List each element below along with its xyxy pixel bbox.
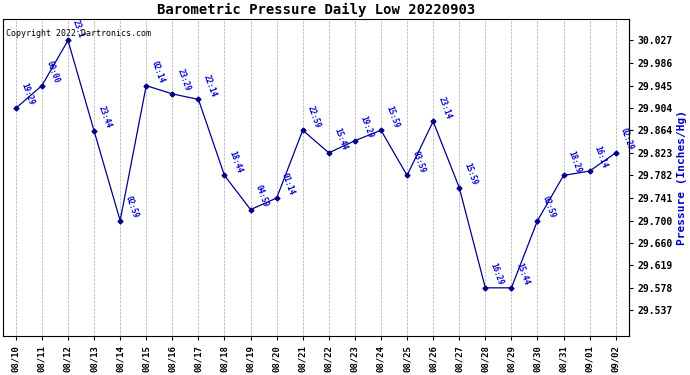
Text: 23:29: 23:29 (175, 68, 192, 93)
Text: Copyright 2022 Dartronics.com: Copyright 2022 Dartronics.com (6, 29, 151, 38)
Text: 18:44: 18:44 (228, 149, 244, 174)
Text: 16:29: 16:29 (489, 262, 505, 286)
Text: 22:59: 22:59 (306, 104, 322, 129)
Text: 22:14: 22:14 (201, 73, 218, 98)
Text: 00:00: 00:00 (45, 60, 61, 84)
Text: 23:1: 23:1 (71, 19, 86, 39)
Text: 02:59: 02:59 (124, 195, 139, 219)
Y-axis label: Pressure (Inches/Hg): Pressure (Inches/Hg) (677, 110, 687, 245)
Text: 15:59: 15:59 (384, 104, 400, 129)
Text: 02:14: 02:14 (149, 60, 166, 84)
Text: 01:14: 01:14 (279, 172, 296, 197)
Text: 02:59: 02:59 (541, 195, 557, 219)
Text: 02:29: 02:29 (619, 127, 635, 152)
Text: 23:44: 23:44 (97, 105, 114, 129)
Text: 15:44: 15:44 (332, 127, 348, 152)
Text: 15:44: 15:44 (515, 262, 531, 286)
Title: Barometric Pressure Daily Low 20220903: Barometric Pressure Daily Low 20220903 (157, 3, 475, 17)
Text: 19:29: 19:29 (19, 82, 35, 107)
Text: 04:59: 04:59 (254, 183, 270, 208)
Text: 16:14: 16:14 (593, 145, 609, 170)
Text: 03:59: 03:59 (410, 149, 426, 174)
Text: 15:59: 15:59 (462, 161, 479, 186)
Text: 19:29: 19:29 (358, 115, 375, 140)
Text: 23:14: 23:14 (436, 95, 453, 120)
Text: 18:29: 18:29 (566, 149, 583, 174)
